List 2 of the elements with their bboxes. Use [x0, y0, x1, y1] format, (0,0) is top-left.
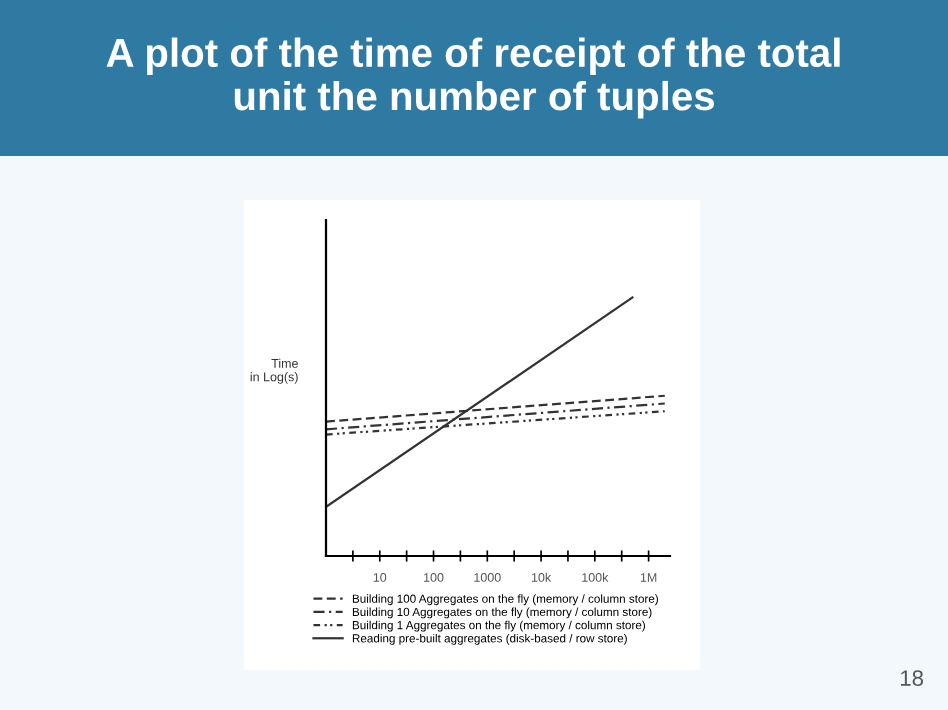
- chart-title: A plot of the time of receipt of the total unit the number of tuples: [106, 37, 840, 119]
- text: 18: [900, 670, 924, 686]
